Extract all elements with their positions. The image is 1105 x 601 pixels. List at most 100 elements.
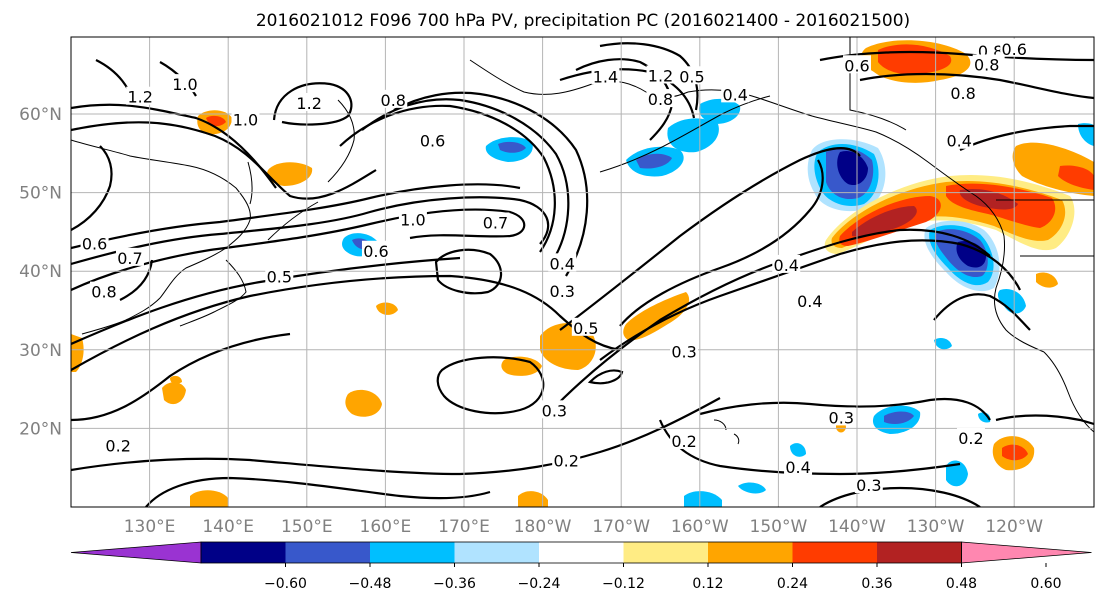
- contour-label-background: [1000, 38, 1029, 57]
- precip-negative-area: [698, 98, 741, 124]
- contour-label-background: [784, 456, 813, 475]
- contour-label: 1.4: [593, 67, 618, 86]
- contour-label-background: [361, 240, 390, 259]
- precip-negative-area: [946, 460, 968, 487]
- contour-label-background: [295, 92, 324, 111]
- coastline-sakhalin: [247, 161, 253, 205]
- colorbar-tick-label: 0.60: [1030, 576, 1061, 592]
- contour-label-background: [670, 430, 699, 449]
- pv-contour: [71, 256, 461, 346]
- contour-label: 0.3: [542, 401, 567, 420]
- pv-contour: [71, 103, 277, 189]
- contour-label: 1.2: [127, 88, 152, 107]
- pv-contour: [71, 274, 621, 371]
- contour-label: 0.6: [844, 56, 869, 75]
- precip-positive-area: [623, 292, 690, 341]
- contour-label: 0.7: [483, 213, 508, 232]
- colorbar: −0.60 −0.48 −0.36 −0.24 −0.12 0.12 0.24 0.36 0.4…: [70, 541, 1092, 592]
- pv-contour: [933, 293, 1031, 331]
- contour-label: 0.8: [91, 283, 116, 302]
- precip-positive-area: [1036, 272, 1058, 288]
- coastline-asia: [71, 139, 251, 335]
- contour-label-background: [571, 317, 600, 336]
- contour-label-background: [418, 130, 447, 149]
- precip-positive-area: [959, 188, 1018, 210]
- contour-label-background: [956, 427, 985, 446]
- precip-positive-area: [170, 375, 182, 385]
- map-area: 1.21.01.01.2 0.80.61.0 0.70.60.50.40.30.50…: [71, 37, 1094, 507]
- pv-contour: [71, 332, 291, 422]
- longitude-label: 170°E: [438, 517, 490, 537]
- colorbar-segment: [454, 542, 540, 563]
- coastline-kamchatka: [327, 99, 355, 183]
- contour-label-background: [677, 66, 706, 85]
- colorbar-segment: [877, 542, 962, 563]
- contour-label: 0.8: [974, 55, 999, 74]
- precip-negative-area: [636, 153, 672, 169]
- longitude-labels: 130°E 140°E 150°E 160°E 170°E 180°W 170°W 160°W…: [124, 517, 1044, 537]
- colorbar-tick-label: 0.48: [946, 576, 977, 592]
- pv-contour: [599, 239, 1021, 361]
- gridlines: [71, 37, 1094, 507]
- longitude-label: 120°W: [985, 517, 1043, 537]
- latitude-labels: 20°N 30°N 40°N 50°N 60°N: [19, 105, 62, 439]
- precip-positive-area: [345, 389, 382, 417]
- contour-label-background: [949, 82, 978, 101]
- precip-negative-area: [684, 491, 722, 507]
- contour-label-background: [265, 266, 294, 285]
- contour-label-background: [591, 66, 620, 85]
- contour-label: 0.3: [856, 476, 881, 495]
- contour-label-background: [827, 407, 856, 426]
- colorbar-extend-min: [70, 541, 202, 564]
- contour-label: 0.3: [550, 282, 575, 301]
- latitude-label: 20°N: [19, 419, 62, 439]
- contour-label-background: [646, 89, 675, 108]
- contour-label-background: [126, 86, 155, 105]
- pv-contour: [859, 72, 1094, 100]
- precip-positive-area: [1002, 444, 1028, 461]
- pv-contour: [699, 397, 991, 421]
- border-alaska-canada: [849, 37, 907, 131]
- contour-label-background: [646, 65, 675, 84]
- contour-label-background: [115, 247, 144, 266]
- longitude-label: 170°W: [592, 517, 650, 537]
- contour-label: 0.4: [785, 458, 810, 477]
- contour-label: 0.6: [363, 242, 388, 261]
- colorbar-extend-max: [961, 541, 1092, 564]
- latitude-label: 50°N: [19, 184, 62, 204]
- pv-contour: [819, 50, 1094, 62]
- contour-label-background: [379, 89, 408, 108]
- pv-contour: [119, 259, 154, 301]
- figure-title: 2016021012 F096 700 hPa PV, precipitatio…: [256, 11, 910, 31]
- pv-contour: [434, 248, 503, 295]
- contour-label: 1.0: [400, 210, 425, 229]
- contour-label-background: [481, 212, 510, 231]
- longitude-label: 180°W: [514, 517, 572, 537]
- contour-label-background: [552, 450, 581, 469]
- longitude-label: 160°E: [360, 517, 412, 537]
- pv-contours: [71, 42, 1094, 507]
- contour-label: 0.8: [950, 84, 975, 103]
- contour-label: 0.6: [82, 235, 107, 254]
- pv-contour: [587, 369, 624, 385]
- precip-negative-area: [790, 443, 806, 457]
- precip-positive-area: [162, 382, 186, 405]
- contour-label-background: [540, 400, 569, 419]
- pv-contour: [71, 145, 113, 231]
- contour-label: 1.2: [296, 94, 321, 113]
- colorbar-tick-label: −0.60: [264, 576, 307, 592]
- contour-label-background: [721, 84, 750, 103]
- pv-contour: [559, 147, 861, 331]
- colorbar-segment: [285, 542, 371, 563]
- longitude-label: 140°E: [202, 517, 254, 537]
- contour-label: 0.4: [550, 254, 575, 273]
- colorbar-segment: [708, 542, 793, 563]
- contour-labels: 1.21.01.01.2 0.80.61.0 0.70.60.50.40.30.50…: [80, 38, 1029, 495]
- contour-label-background: [854, 474, 883, 493]
- pv-contour: [619, 159, 824, 327]
- precip-positive-area: [266, 162, 313, 186]
- contour-label: 0.2: [105, 437, 130, 456]
- contour-label: 1.0: [172, 75, 197, 94]
- contour-label: 0.5: [267, 268, 292, 287]
